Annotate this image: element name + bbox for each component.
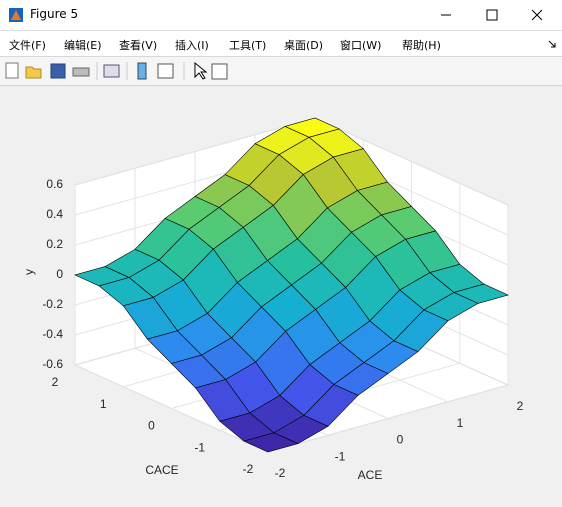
z-tick-label: 0.6 bbox=[46, 177, 63, 191]
legend-button[interactable] bbox=[157, 63, 174, 79]
y-tick-label: 0 bbox=[148, 419, 155, 433]
menu-item[interactable]: 帮助(H) bbox=[402, 39, 441, 52]
x-tick-label: 0 bbox=[397, 433, 404, 447]
link-button[interactable] bbox=[103, 64, 120, 78]
z-axis-label: y bbox=[22, 269, 36, 275]
title-bar: Figure 5 bbox=[0, 0, 562, 31]
menu-item[interactable]: 编辑(E) bbox=[64, 39, 102, 52]
close[interactable] bbox=[531, 9, 543, 21]
pointer-button[interactable] bbox=[194, 61, 208, 80]
new-button[interactable] bbox=[5, 62, 19, 79]
colorbar-button[interactable] bbox=[137, 62, 147, 80]
menu-item[interactable]: 窗口(W) bbox=[340, 39, 382, 52]
open-button[interactable] bbox=[25, 66, 42, 79]
toolbar-icons bbox=[5, 61, 228, 80]
x-tick-label: -1 bbox=[335, 449, 346, 463]
property-button[interactable] bbox=[211, 63, 228, 80]
menu-bar: 文件(F) 编辑(E) 查看(V) 插入(I) 工具(T) 桌面(D) 窗口(W… bbox=[0, 31, 562, 57]
z-tick-label: -0.4 bbox=[42, 327, 63, 341]
grid-line bbox=[267, 205, 509, 453]
plot-area: y CACE ACE -0.6 -0.4 -0.2 0 0.2 0.4 0.6 -2 -1 0 1 2… bbox=[22, 117, 524, 482]
z-tick-label: 0.2 bbox=[46, 237, 63, 251]
x-axis-label: ACE bbox=[358, 468, 383, 482]
y-tick-label: -1 bbox=[194, 440, 205, 454]
x-tick-label: 2 bbox=[517, 399, 524, 413]
y-tick-label: 1 bbox=[100, 397, 107, 411]
y-tick-label: 2 bbox=[52, 375, 59, 389]
title-icons bbox=[9, 8, 543, 22]
surface-patch bbox=[243, 432, 299, 453]
menu-item[interactable]: 桌面(D) bbox=[284, 39, 324, 52]
menu-item[interactable]: 插入(I) bbox=[175, 39, 209, 52]
y-tick-label: -2 bbox=[243, 462, 254, 476]
z-tick-label: 0 bbox=[56, 267, 63, 281]
x-tick-label: -2 bbox=[275, 466, 286, 480]
menu-item[interactable]: 工具(T) bbox=[229, 39, 267, 52]
y-axis-label: CACE bbox=[145, 463, 178, 477]
z-tick-label: 0.4 bbox=[46, 207, 63, 221]
menu-item[interactable]: 文件(F) bbox=[9, 39, 46, 52]
menu-item[interactable]: 查看(V) bbox=[119, 39, 158, 52]
app-icon-peak bbox=[11, 10, 21, 20]
menu-overflow[interactable] bbox=[547, 39, 557, 49]
z-tick-label: -0.6 bbox=[42, 357, 63, 371]
z-tick-label: -0.2 bbox=[42, 297, 63, 311]
save-button[interactable] bbox=[50, 63, 66, 79]
print-button[interactable] bbox=[72, 67, 90, 77]
x-tick-label: 1 bbox=[457, 416, 464, 430]
window-title: Figure 5 bbox=[30, 7, 79, 21]
toolbar bbox=[0, 57, 562, 86]
maximize[interactable] bbox=[486, 9, 498, 21]
